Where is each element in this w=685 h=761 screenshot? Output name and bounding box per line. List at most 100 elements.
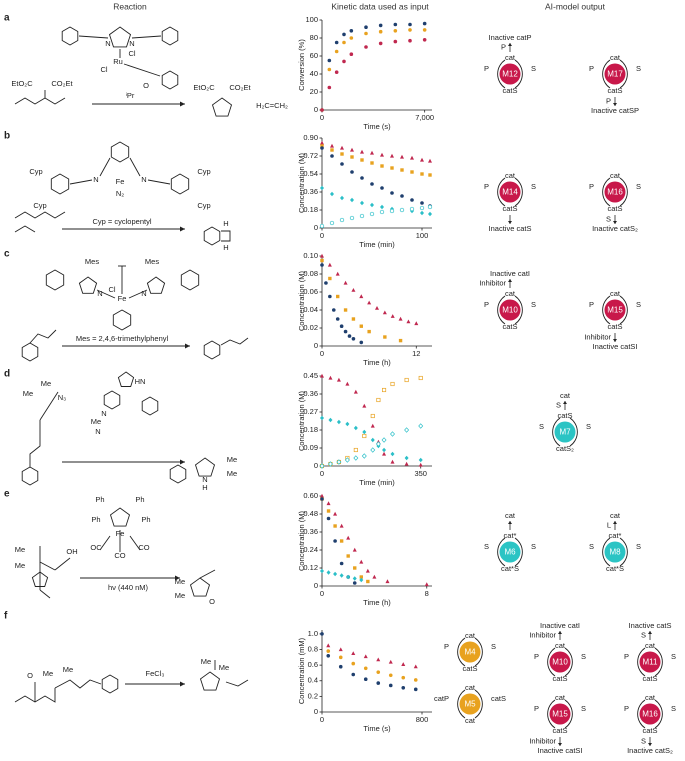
- data-point: [388, 683, 393, 688]
- data-point: [340, 162, 344, 166]
- atom-label: CO₂Et: [229, 83, 251, 92]
- bond: [123, 63, 161, 77]
- data-point: [378, 23, 383, 28]
- model-node: [499, 63, 521, 85]
- arrow-head: [558, 743, 562, 746]
- data-point: [410, 155, 414, 160]
- model-right: catS: [491, 694, 506, 703]
- via-species: Inhibitor: [529, 736, 556, 745]
- arrow-head: [648, 743, 652, 746]
- atom-label: N: [141, 289, 146, 298]
- bond: [14, 688, 56, 703]
- model-top: cat: [555, 693, 566, 702]
- atom-label: Mes = 2,4,6-trimethylphenyl: [76, 334, 169, 343]
- cycle-arc: [602, 59, 611, 89]
- model-right: S: [636, 182, 641, 191]
- model-top: cat: [465, 631, 476, 640]
- model-top: cat: [610, 171, 621, 180]
- inactive-species: cat: [560, 391, 571, 400]
- model-top: cat*: [504, 531, 517, 540]
- data-point: [331, 308, 336, 312]
- model-bottom: catS: [462, 664, 477, 673]
- data-point: [418, 457, 423, 463]
- ring: [199, 671, 221, 691]
- data-point: [320, 108, 324, 112]
- data-point: [390, 431, 395, 437]
- cycle-arc: [457, 689, 466, 719]
- data-point: [420, 201, 424, 205]
- arrow-head: [175, 575, 180, 581]
- bond: [96, 289, 116, 299]
- x-tick-label: 0: [320, 469, 324, 478]
- data-point: [326, 516, 331, 521]
- y-tick-label: 0: [314, 341, 318, 350]
- data-point: [349, 36, 354, 40]
- ring: [112, 309, 132, 331]
- atom-label: N₂: [116, 189, 124, 198]
- via-species: S: [556, 400, 561, 409]
- x-tick-label: 0: [320, 113, 324, 122]
- atom-label: Me: [219, 663, 229, 672]
- atom-label: HN: [135, 377, 146, 386]
- atom-label: O: [27, 671, 33, 680]
- model-top: cat: [555, 641, 566, 650]
- model-right: S: [531, 182, 536, 191]
- data-point: [376, 397, 381, 403]
- atom-label: EtO₂C: [11, 79, 33, 88]
- model-right: S: [581, 704, 586, 713]
- atom-label: N: [105, 39, 110, 48]
- data-point: [376, 657, 381, 662]
- atom-label: CO₂Et: [51, 79, 73, 88]
- y-tick-label: 0.36: [303, 389, 318, 398]
- inactive-species: Inactive catS₂: [592, 224, 638, 233]
- data-point: [404, 377, 409, 383]
- data-point: [320, 497, 324, 501]
- ring: [110, 141, 130, 163]
- model-bottom: catS: [607, 322, 622, 331]
- data-point: [347, 334, 352, 338]
- cycle-arc: [619, 59, 628, 89]
- data-point: [320, 144, 324, 148]
- x-tick-label: 100: [416, 231, 429, 240]
- atom-label: N: [93, 175, 98, 184]
- data-point: [410, 170, 414, 174]
- atom-label: Me: [227, 469, 237, 478]
- data-point: [339, 217, 345, 223]
- data-point: [339, 324, 344, 329]
- data-point: [420, 157, 424, 162]
- data-point: [339, 573, 344, 578]
- bond: [225, 679, 249, 687]
- data-point: [342, 32, 346, 37]
- data-point: [376, 670, 381, 674]
- atom-label: EtO₂C: [193, 83, 215, 92]
- atom-label: FeCl₃: [146, 669, 165, 678]
- cycle-arc: [654, 699, 663, 729]
- data-point: [336, 377, 341, 382]
- data-point: [390, 314, 395, 318]
- inactive-species: cat: [610, 511, 621, 520]
- data-point: [344, 457, 350, 463]
- column-header: Reaction: [113, 1, 147, 11]
- y-axis-label: Concentration (mM): [297, 637, 306, 704]
- model-bottom: cat*S: [501, 564, 519, 573]
- cycle-arc: [474, 689, 483, 719]
- data-point: [389, 208, 395, 214]
- data-point: [390, 459, 395, 464]
- arrow-head: [180, 681, 185, 687]
- cycle-arc: [564, 699, 573, 729]
- atom-label: Me: [63, 665, 73, 674]
- data-point: [390, 381, 395, 387]
- data-point: [339, 523, 344, 528]
- panel-label: d: [4, 369, 10, 380]
- model-left: P: [484, 182, 489, 191]
- data-point: [428, 211, 432, 217]
- atom-label: Fe: [116, 529, 125, 538]
- data-point: [370, 447, 376, 453]
- atom-label: N: [129, 39, 134, 48]
- y-tick-label: 0.08: [303, 269, 318, 278]
- data-point: [388, 673, 393, 678]
- model-left: P: [624, 704, 629, 713]
- x-tick-label: 350: [414, 469, 427, 478]
- arrow-head: [185, 343, 190, 349]
